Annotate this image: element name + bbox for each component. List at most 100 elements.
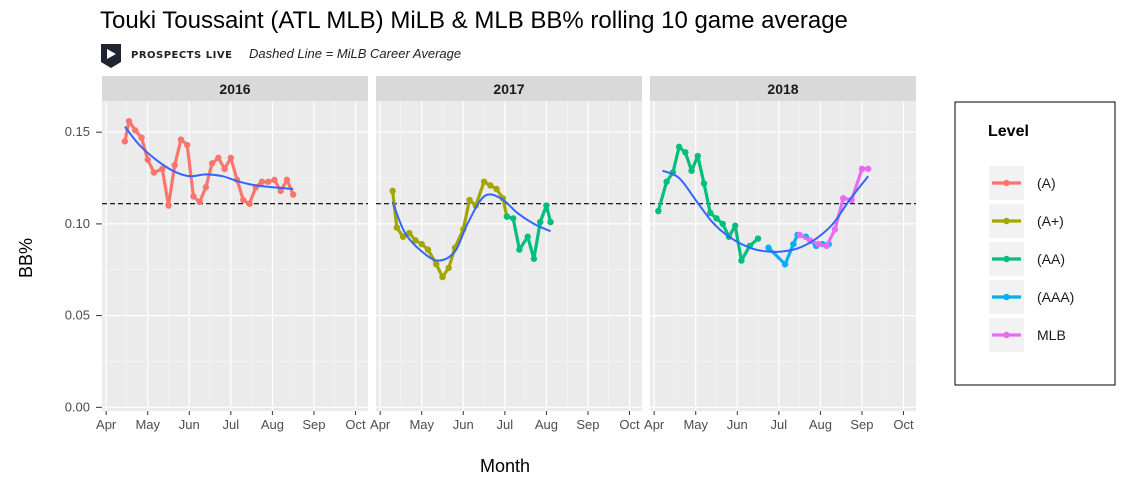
data-point xyxy=(265,178,272,185)
chart-title: Touki Toussaint (ATL MLB) MiLB & MLB BB%… xyxy=(100,7,848,34)
facet-strip xyxy=(102,76,368,101)
data-point xyxy=(215,154,222,162)
data-point xyxy=(184,141,191,149)
x-tick-label: Aug xyxy=(261,417,284,432)
x-tick-label: Jul xyxy=(497,417,514,432)
data-point xyxy=(536,218,544,226)
data-point xyxy=(271,176,278,184)
data-point xyxy=(700,180,708,187)
y-tick-label: 0.05 xyxy=(65,308,90,323)
data-point xyxy=(509,215,517,222)
x-tick-label: May xyxy=(135,417,160,432)
data-point xyxy=(503,213,511,220)
data-point xyxy=(493,185,500,193)
facet-panel-2018: 2018 Apr May Jun Jul Aug Sep Oct xyxy=(644,76,916,432)
data-point xyxy=(713,215,720,222)
data-point xyxy=(277,187,284,195)
data-point xyxy=(412,237,419,244)
smooth-trend-line xyxy=(124,126,294,190)
x-tick-label: Sep xyxy=(850,417,873,432)
data-point xyxy=(125,117,133,125)
x-tick-label: Jun xyxy=(179,417,200,432)
data-point xyxy=(132,127,139,134)
legend-item: MLB xyxy=(989,318,1066,352)
data-point xyxy=(707,209,714,217)
data-point xyxy=(765,244,772,251)
legend-key-point xyxy=(1003,255,1010,263)
x-tick-label: Sep xyxy=(576,417,599,432)
facet-panel-2016: 2016 Apr May Jun Jul Aug Sep Oct xyxy=(96,76,368,432)
legend-key-point xyxy=(1003,293,1010,301)
data-point xyxy=(547,218,554,226)
data-point xyxy=(487,182,494,189)
legend-label: MLB xyxy=(1037,327,1066,343)
panel-background xyxy=(650,101,916,411)
data-point xyxy=(196,198,203,206)
smooth-trend-line xyxy=(391,193,551,262)
data-point xyxy=(796,231,803,239)
data-point xyxy=(246,200,253,207)
facet-strip-label: 2017 xyxy=(493,81,524,97)
data-point xyxy=(682,149,689,156)
data-point xyxy=(418,240,425,248)
x-tick-label: May xyxy=(683,417,708,432)
data-point xyxy=(433,261,440,268)
y-tick-label: 0.00 xyxy=(65,399,90,414)
data-point xyxy=(865,165,872,173)
data-point xyxy=(171,162,178,169)
data-point xyxy=(121,138,129,145)
data-point xyxy=(655,207,662,215)
data-point xyxy=(781,261,789,268)
x-tick-label: Aug xyxy=(535,417,558,432)
legend-key-point xyxy=(1003,217,1010,225)
logo-text: PROSPECTS LIVE xyxy=(131,50,232,61)
data-point xyxy=(530,255,538,262)
data-point xyxy=(516,246,523,253)
legend-item: (AA) xyxy=(989,242,1065,276)
data-point xyxy=(738,257,745,264)
legend-title: Level xyxy=(988,123,1029,140)
data-point xyxy=(439,273,446,281)
y-tick-label: 0.15 xyxy=(65,124,90,139)
data-point xyxy=(208,160,216,167)
data-point xyxy=(445,264,452,272)
data-point xyxy=(190,193,197,200)
data-point xyxy=(543,202,550,209)
y-tick-label: 0.10 xyxy=(65,216,90,231)
data-point xyxy=(675,143,683,151)
legend-label: (A+) xyxy=(1037,213,1064,229)
data-point xyxy=(177,136,185,143)
data-point xyxy=(732,222,739,229)
data-point xyxy=(393,224,400,231)
data-point xyxy=(258,178,266,185)
data-point xyxy=(165,202,172,209)
data-point xyxy=(150,169,158,176)
facet-strip-label: 2016 xyxy=(219,81,250,97)
x-axis-title: Month xyxy=(480,456,530,476)
x-tick-label: Jun xyxy=(727,417,748,432)
legend: Level (A) (A+) (AA) (AAA) MLB xyxy=(954,101,1116,386)
data-point xyxy=(424,246,432,253)
data-point xyxy=(466,196,473,204)
legend-item: (AAA) xyxy=(989,280,1074,314)
data-point xyxy=(389,187,396,195)
data-point xyxy=(719,220,726,228)
play-icon xyxy=(107,49,116,59)
data-point xyxy=(406,229,413,237)
data-point xyxy=(840,195,847,202)
legend-key-point xyxy=(1003,179,1010,187)
data-point xyxy=(289,191,297,198)
data-point xyxy=(159,165,166,173)
data-point xyxy=(144,156,151,163)
data-point xyxy=(790,240,797,248)
x-tick-label: Apr xyxy=(644,417,665,432)
smooth-trend-line xyxy=(662,169,869,253)
facet-strip-label: 2018 xyxy=(767,81,798,97)
legend-item: (A) xyxy=(989,166,1056,200)
x-tick-label: Apr xyxy=(370,417,391,432)
data-point xyxy=(480,178,488,185)
facet-strip xyxy=(650,76,916,101)
x-tick-label: Jul xyxy=(771,417,788,432)
legend-item: (A+) xyxy=(989,204,1064,238)
